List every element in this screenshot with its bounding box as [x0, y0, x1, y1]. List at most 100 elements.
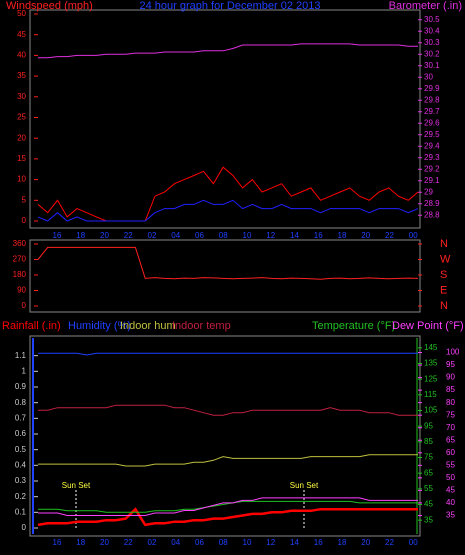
y-tick-label: 25 — [17, 113, 26, 122]
y-tick-label: 180 — [13, 270, 27, 279]
y4-tick-label: 95 — [446, 360, 455, 369]
y-tick-label: 0.1 — [15, 507, 27, 516]
y2-tick-label: 30.5 — [424, 15, 440, 24]
y-tick-label: 0 — [22, 301, 27, 310]
x-tick-label: 16 — [314, 231, 323, 240]
y-tick-label: 15 — [17, 154, 26, 163]
y-tick-label: 45 — [17, 30, 26, 39]
y2-tick-label: 45 — [424, 500, 433, 509]
x-tick-label: 12 — [266, 231, 275, 240]
x-tick-label: 02 — [148, 231, 157, 240]
x-tick-label: 22 — [385, 538, 394, 547]
x-tick-label: 22 — [124, 231, 133, 240]
y4-tick-label: 50 — [446, 473, 455, 482]
x-tick-label: 10 — [243, 538, 252, 547]
annotation: Sun Set — [62, 481, 91, 490]
y-tick-label: 40 — [17, 51, 26, 60]
y-tick-label: 35 — [17, 71, 26, 80]
x-tick-label: 20 — [100, 231, 109, 240]
series-line — [38, 404, 418, 416]
series-line — [37, 507, 418, 527]
x-tick-label: 14 — [290, 231, 299, 240]
y2-tick-label: 35 — [424, 515, 433, 524]
y2-tick-label: N — [440, 300, 448, 312]
y4-tick-label: 70 — [446, 423, 455, 432]
x-tick-label: 12 — [266, 538, 275, 547]
x-tick-label: 22 — [124, 538, 133, 547]
series-line — [37, 166, 419, 222]
y2-tick-label: 125 — [424, 374, 438, 383]
x-tick-label: 10 — [243, 231, 252, 240]
panel-frame — [29, 9, 421, 229]
panel-frame — [29, 239, 421, 313]
y2-axis-label: Barometer (.in) — [389, 0, 462, 12]
y2-tick-label: 145 — [424, 343, 438, 352]
y2-tick-label: 29.1 — [424, 176, 440, 185]
y4-tick-label: 55 — [446, 460, 455, 469]
x-tick-label: 18 — [76, 538, 85, 547]
y-axis-label: Windspeed (mph) — [6, 0, 93, 12]
y2-tick-label: 28.8 — [424, 210, 440, 219]
legend-label: Humidity (%) — [68, 320, 131, 332]
x-tick-label: 04 — [171, 231, 180, 240]
series-line — [38, 497, 418, 516]
y2-tick-label: 30 — [424, 72, 433, 81]
y2-tick-label: 95 — [424, 421, 433, 430]
y-tick-label: 0.6 — [15, 429, 27, 438]
x-tick-label: 02 — [148, 538, 157, 547]
y-tick-label: 0.5 — [15, 445, 27, 454]
x-tick-label: 06 — [195, 231, 204, 240]
y2-tick-label: 30.3 — [424, 38, 440, 47]
y-tick-label: 20 — [17, 133, 26, 142]
y-tick-label: 0 — [22, 216, 27, 225]
y4-tick-label: 40 — [446, 498, 455, 507]
x-tick-label: 18 — [338, 231, 347, 240]
y2-tick-label: 29.5 — [424, 130, 440, 139]
y2-tick-label: 29.6 — [424, 118, 440, 127]
x-tick-label: 22 — [385, 231, 394, 240]
y-tick-label: 30 — [17, 92, 26, 101]
series-line — [38, 43, 418, 59]
x-tick-label: 20 — [361, 538, 370, 547]
y-tick-label: 270 — [13, 255, 27, 264]
y2-tick-label: 29.7 — [424, 107, 440, 116]
chart-title: 24 hour graph for December 02 2013 — [139, 0, 320, 12]
y4-tick-label: 75 — [446, 410, 455, 419]
legend-label: Temperature (°F) — [312, 320, 395, 332]
y4-tick-label: 60 — [446, 448, 455, 457]
y-tick-label: 0 — [22, 523, 27, 532]
x-tick-label: 00 — [409, 538, 418, 547]
y2-tick-label: 29 — [424, 187, 433, 196]
y-tick-label: 50 — [17, 9, 26, 18]
y-tick-label: 0.2 — [15, 492, 27, 501]
y4-tick-label: 65 — [446, 435, 455, 444]
y-tick-label: 0.9 — [15, 382, 27, 391]
y2-tick-label: N — [440, 238, 448, 250]
y-tick-label: 90 — [17, 286, 26, 295]
annotation: Sun Set — [290, 481, 319, 490]
x-tick-label: 18 — [76, 231, 85, 240]
y2-tick-label: 29.3 — [424, 153, 440, 162]
y2-tick-label: 29.8 — [424, 95, 440, 104]
legend-label: Indoor hum — [120, 320, 176, 332]
y2-tick-label: 105 — [424, 406, 438, 415]
y2-tick-label: 135 — [424, 359, 438, 368]
y2-tick-label: 30.1 — [424, 61, 440, 70]
x-tick-label: 06 — [195, 538, 204, 547]
y-tick-label: 0.7 — [15, 413, 27, 422]
y4-tick-label: 100 — [446, 348, 460, 357]
x-tick-label: 20 — [361, 231, 370, 240]
y2-tick-label: 30.2 — [424, 49, 440, 58]
y4-tick-label: 45 — [446, 486, 455, 495]
x-tick-label: 18 — [338, 538, 347, 547]
y2-tick-label: 29.9 — [424, 84, 440, 93]
y2-tick-label: 29.4 — [424, 141, 440, 150]
series-line — [38, 352, 418, 356]
y2-tick-label: 115 — [424, 390, 437, 399]
y2-tick-label: W — [440, 253, 451, 265]
x-tick-label: 16 — [53, 231, 62, 240]
y4-tick-label: 85 — [446, 385, 455, 394]
y-tick-label: 1 — [22, 366, 27, 375]
